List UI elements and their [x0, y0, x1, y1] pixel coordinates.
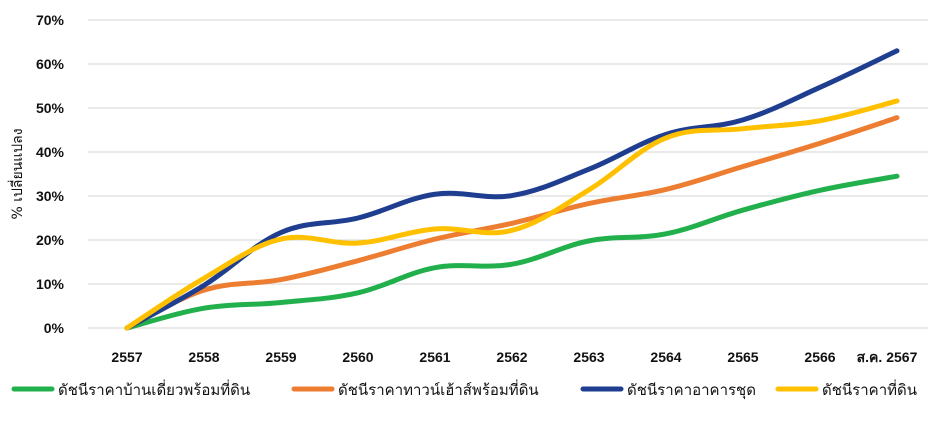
- y-tick-label: 70%: [36, 12, 65, 28]
- x-tick-label: 2562: [496, 349, 527, 365]
- x-axis-ticks: 2557 2558 2559 2560 2561 2562 2563 2564 2565 2566…: [111, 349, 917, 365]
- x-tick-label: 2565: [727, 349, 758, 365]
- y-axis-ticks: 0% 10% 20% 30% 40% 50% 60% 70%: [36, 12, 65, 336]
- legend-item: ดัชนีราคาที่ดิน: [775, 379, 917, 399]
- x-tick-label: ส.ค. 2567: [857, 349, 918, 365]
- x-tick-label: 2563: [573, 349, 604, 365]
- legend: ดัชนีราคาบ้านเดี่ยวพร้อมที่ดิน ดัชนีราคาท…: [11, 379, 917, 400]
- x-tick-label: 2560: [342, 349, 373, 365]
- series-line-4: [124, 98, 900, 331]
- x-tick-label: 2558: [188, 349, 219, 365]
- series-line-1: [124, 173, 900, 331]
- legend-item: ดัชนีราคาทาวน์เฮ้าส์พร้อมที่ดิน: [291, 379, 539, 399]
- y-tick-label: 20%: [36, 232, 65, 248]
- x-tick-label: 2561: [419, 349, 450, 365]
- legend-label: ดัชนีราคาที่ดิน: [822, 379, 917, 399]
- series-line-2: [124, 115, 900, 331]
- series-lines: [124, 48, 900, 331]
- legend-label: ดัชนีราคาอาคารชุด: [627, 381, 756, 400]
- y-tick-label: 0%: [44, 320, 65, 336]
- x-tick-label: 2566: [804, 349, 835, 365]
- y-axis-label: % เปลี่ยนแปลง: [8, 128, 26, 219]
- legend-label: ดัชนีราคาบ้านเดี่ยวพร้อมที่ดิน: [58, 379, 250, 399]
- x-tick-label: 2559: [265, 349, 296, 365]
- legend-item: ดัชนีราคาอาคารชุด: [580, 381, 756, 400]
- legend-label: ดัชนีราคาทาวน์เฮ้าส์พร้อมที่ดิน: [338, 379, 539, 399]
- y-tick-label: 40%: [36, 144, 65, 160]
- series-line-3: [124, 48, 900, 331]
- y-tick-label: 50%: [36, 100, 65, 116]
- y-tick-label: 10%: [36, 276, 65, 292]
- x-tick-label: 2564: [650, 349, 681, 365]
- y-tick-label: 30%: [36, 188, 65, 204]
- gridlines: [88, 19, 928, 329]
- y-tick-label: 60%: [36, 56, 65, 72]
- legend-item: ดัชนีราคาบ้านเดี่ยวพร้อมที่ดิน: [11, 379, 250, 399]
- x-tick-label: 2557: [111, 349, 142, 365]
